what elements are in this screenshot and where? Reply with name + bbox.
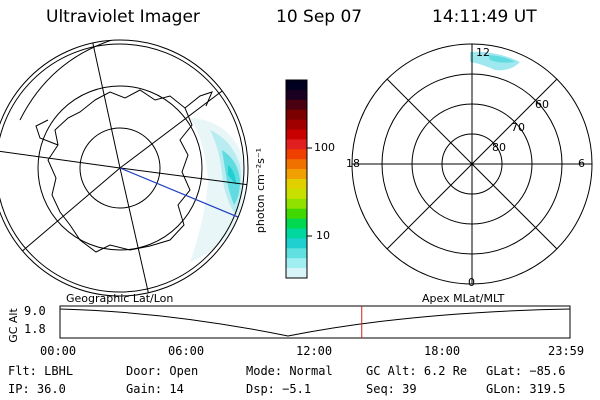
- timeline-title-left: Geographic Lat/Lon: [66, 292, 174, 305]
- coastline: [47, 89, 193, 253]
- status-door: Door: Open: [126, 364, 199, 378]
- colorbar-cell: [286, 188, 307, 200]
- mlt-label-0: 0: [468, 276, 475, 289]
- colorbar-cell: [286, 179, 307, 190]
- colorbar-cell: [286, 268, 307, 279]
- colorbar-cell: [286, 149, 307, 160]
- timeline-title-right: Apex MLat/MLT: [422, 292, 505, 305]
- colorbar-cell: [286, 119, 307, 130]
- lat-label-60: 60: [535, 98, 549, 111]
- colorbar-cell: [286, 139, 307, 150]
- status-seq: Seq: 39: [366, 382, 417, 396]
- image-time: 14:11:49 UT: [432, 7, 537, 27]
- colorbar-cell: [286, 218, 307, 229]
- status-flt: Flt: LBHL: [8, 364, 74, 378]
- colorbar-cell: [286, 129, 307, 140]
- timeline-y-bottom: 1.8: [24, 322, 46, 336]
- colorbar-cell: [286, 99, 307, 111]
- lat-label-80: 80: [492, 141, 506, 154]
- x-tick-0000: 00:00: [40, 344, 77, 358]
- colorbar-cell: [286, 238, 307, 249]
- colorbar-cell: [286, 208, 307, 220]
- colorbar-tick-10: 10: [316, 229, 330, 242]
- status-mode: Mode: Normal: [246, 364, 333, 378]
- colorbar-cell: [286, 248, 307, 259]
- status-gain: Gain: 14: [126, 382, 184, 396]
- x-tick-0600: 06:00: [168, 344, 205, 358]
- instrument-title: Ultraviolet Imager: [46, 7, 200, 27]
- x-tick-2359: 23:59: [548, 344, 585, 358]
- mlt-label-6: 6: [578, 157, 585, 170]
- image-date: 10 Sep 07: [276, 7, 363, 27]
- timeline-y-top: 9.0: [24, 304, 46, 318]
- colorbar-cell: [286, 109, 307, 121]
- colorbar-cell: [286, 169, 307, 180]
- mlt-label-18: 18: [346, 157, 360, 170]
- x-tick-1200: 12:00: [296, 344, 333, 358]
- colorbar-cell: [286, 228, 307, 239]
- lat-label-70: 70: [511, 121, 525, 134]
- colorbar-cell: [286, 89, 307, 101]
- colorbar-cell: [286, 80, 307, 91]
- status-glon: GLon: 319.5: [486, 382, 566, 396]
- colorbar-cell: [286, 159, 307, 170]
- status-gc-alt: GC Alt: 6.2 Re: [366, 364, 468, 378]
- colorbar-cell: [286, 198, 307, 210]
- status-glat: GLat: −85.6: [486, 364, 566, 378]
- auroral-emission-geo: [190, 118, 245, 262]
- status-dsp: Dsp: −5.1: [246, 382, 312, 396]
- x-tick-1800: 18:00: [424, 344, 461, 358]
- mlt-label-12: 12: [476, 46, 490, 59]
- status-ip: IP: 36.0: [8, 382, 66, 396]
- colorbar-tick-100: 100: [314, 141, 335, 154]
- colorbar-cell: [286, 258, 307, 269]
